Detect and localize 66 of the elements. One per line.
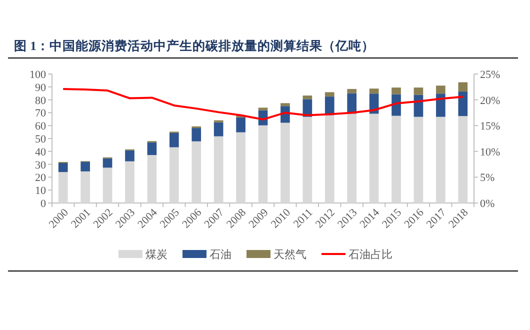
bar: [347, 93, 357, 114]
bar: [458, 92, 468, 116]
y-tick-label: 80: [35, 94, 46, 107]
bar: [458, 82, 468, 92]
bar: [192, 128, 202, 142]
bar: [80, 162, 90, 172]
bar: [369, 114, 379, 203]
y-tick-label: 30: [35, 159, 46, 172]
bar: [58, 163, 68, 172]
bar: [392, 88, 401, 94]
y-tick-label: 100: [30, 69, 46, 81]
legend-label: 天然气: [274, 249, 306, 261]
y-tick-label: 70: [35, 108, 46, 120]
bar: [369, 88, 379, 94]
bar: [258, 125, 268, 203]
legend-label: 石油占比: [348, 248, 392, 261]
bar: [302, 116, 312, 203]
bar: [169, 132, 179, 148]
y-tick-label: 40: [35, 146, 46, 158]
x-tick-label: 2011: [291, 206, 316, 230]
y2-tick-label: 15%: [480, 120, 500, 133]
bar: [102, 168, 112, 203]
bar: [80, 171, 90, 203]
y-tick-label: 60: [35, 120, 46, 133]
bar: [414, 88, 424, 95]
bar: [58, 172, 68, 203]
y2-tick-label: 25%: [480, 69, 500, 81]
y2-tick-label: 5%: [480, 172, 495, 184]
y2-tick-label: 0%: [480, 198, 495, 210]
bar: [192, 141, 202, 203]
bar: [436, 116, 446, 203]
bar: [324, 92, 334, 97]
bar: [102, 158, 112, 168]
bar: [147, 155, 157, 203]
bar: [280, 122, 290, 203]
y-tick-label: 20: [35, 172, 46, 184]
bar: [214, 136, 224, 203]
bar: [280, 103, 290, 106]
legend-label: 煤炭: [146, 248, 168, 261]
chart-title: 图 1：中国能源消费活动中产生的碳排放量的测算结果（亿吨）: [14, 38, 374, 53]
bar: [458, 116, 468, 203]
y-tick-label: 90: [35, 82, 46, 94]
bar: [236, 117, 246, 132]
bar: [392, 116, 401, 203]
bar: [236, 132, 246, 203]
legend-label: 石油: [210, 248, 232, 261]
y-tick-label: 10: [35, 185, 46, 198]
bar: [324, 115, 334, 203]
bar: [214, 122, 224, 136]
bar: [302, 96, 312, 100]
y-tick-label: 0: [40, 198, 46, 210]
y-tick-label: 50: [35, 134, 46, 146]
bar: [125, 161, 134, 203]
bar: [324, 96, 334, 116]
bar: [347, 88, 357, 94]
bar: [436, 94, 446, 117]
y2-tick-label: 20%: [480, 94, 500, 107]
bar: [347, 114, 357, 203]
bar: [414, 116, 424, 203]
bar: [258, 108, 268, 110]
bar: [169, 147, 179, 203]
y2-tick-label: 10%: [480, 146, 500, 158]
bar: [125, 150, 134, 162]
x-tick-label: 2001: [69, 206, 94, 231]
bar: [147, 142, 157, 156]
bar: [436, 86, 446, 94]
